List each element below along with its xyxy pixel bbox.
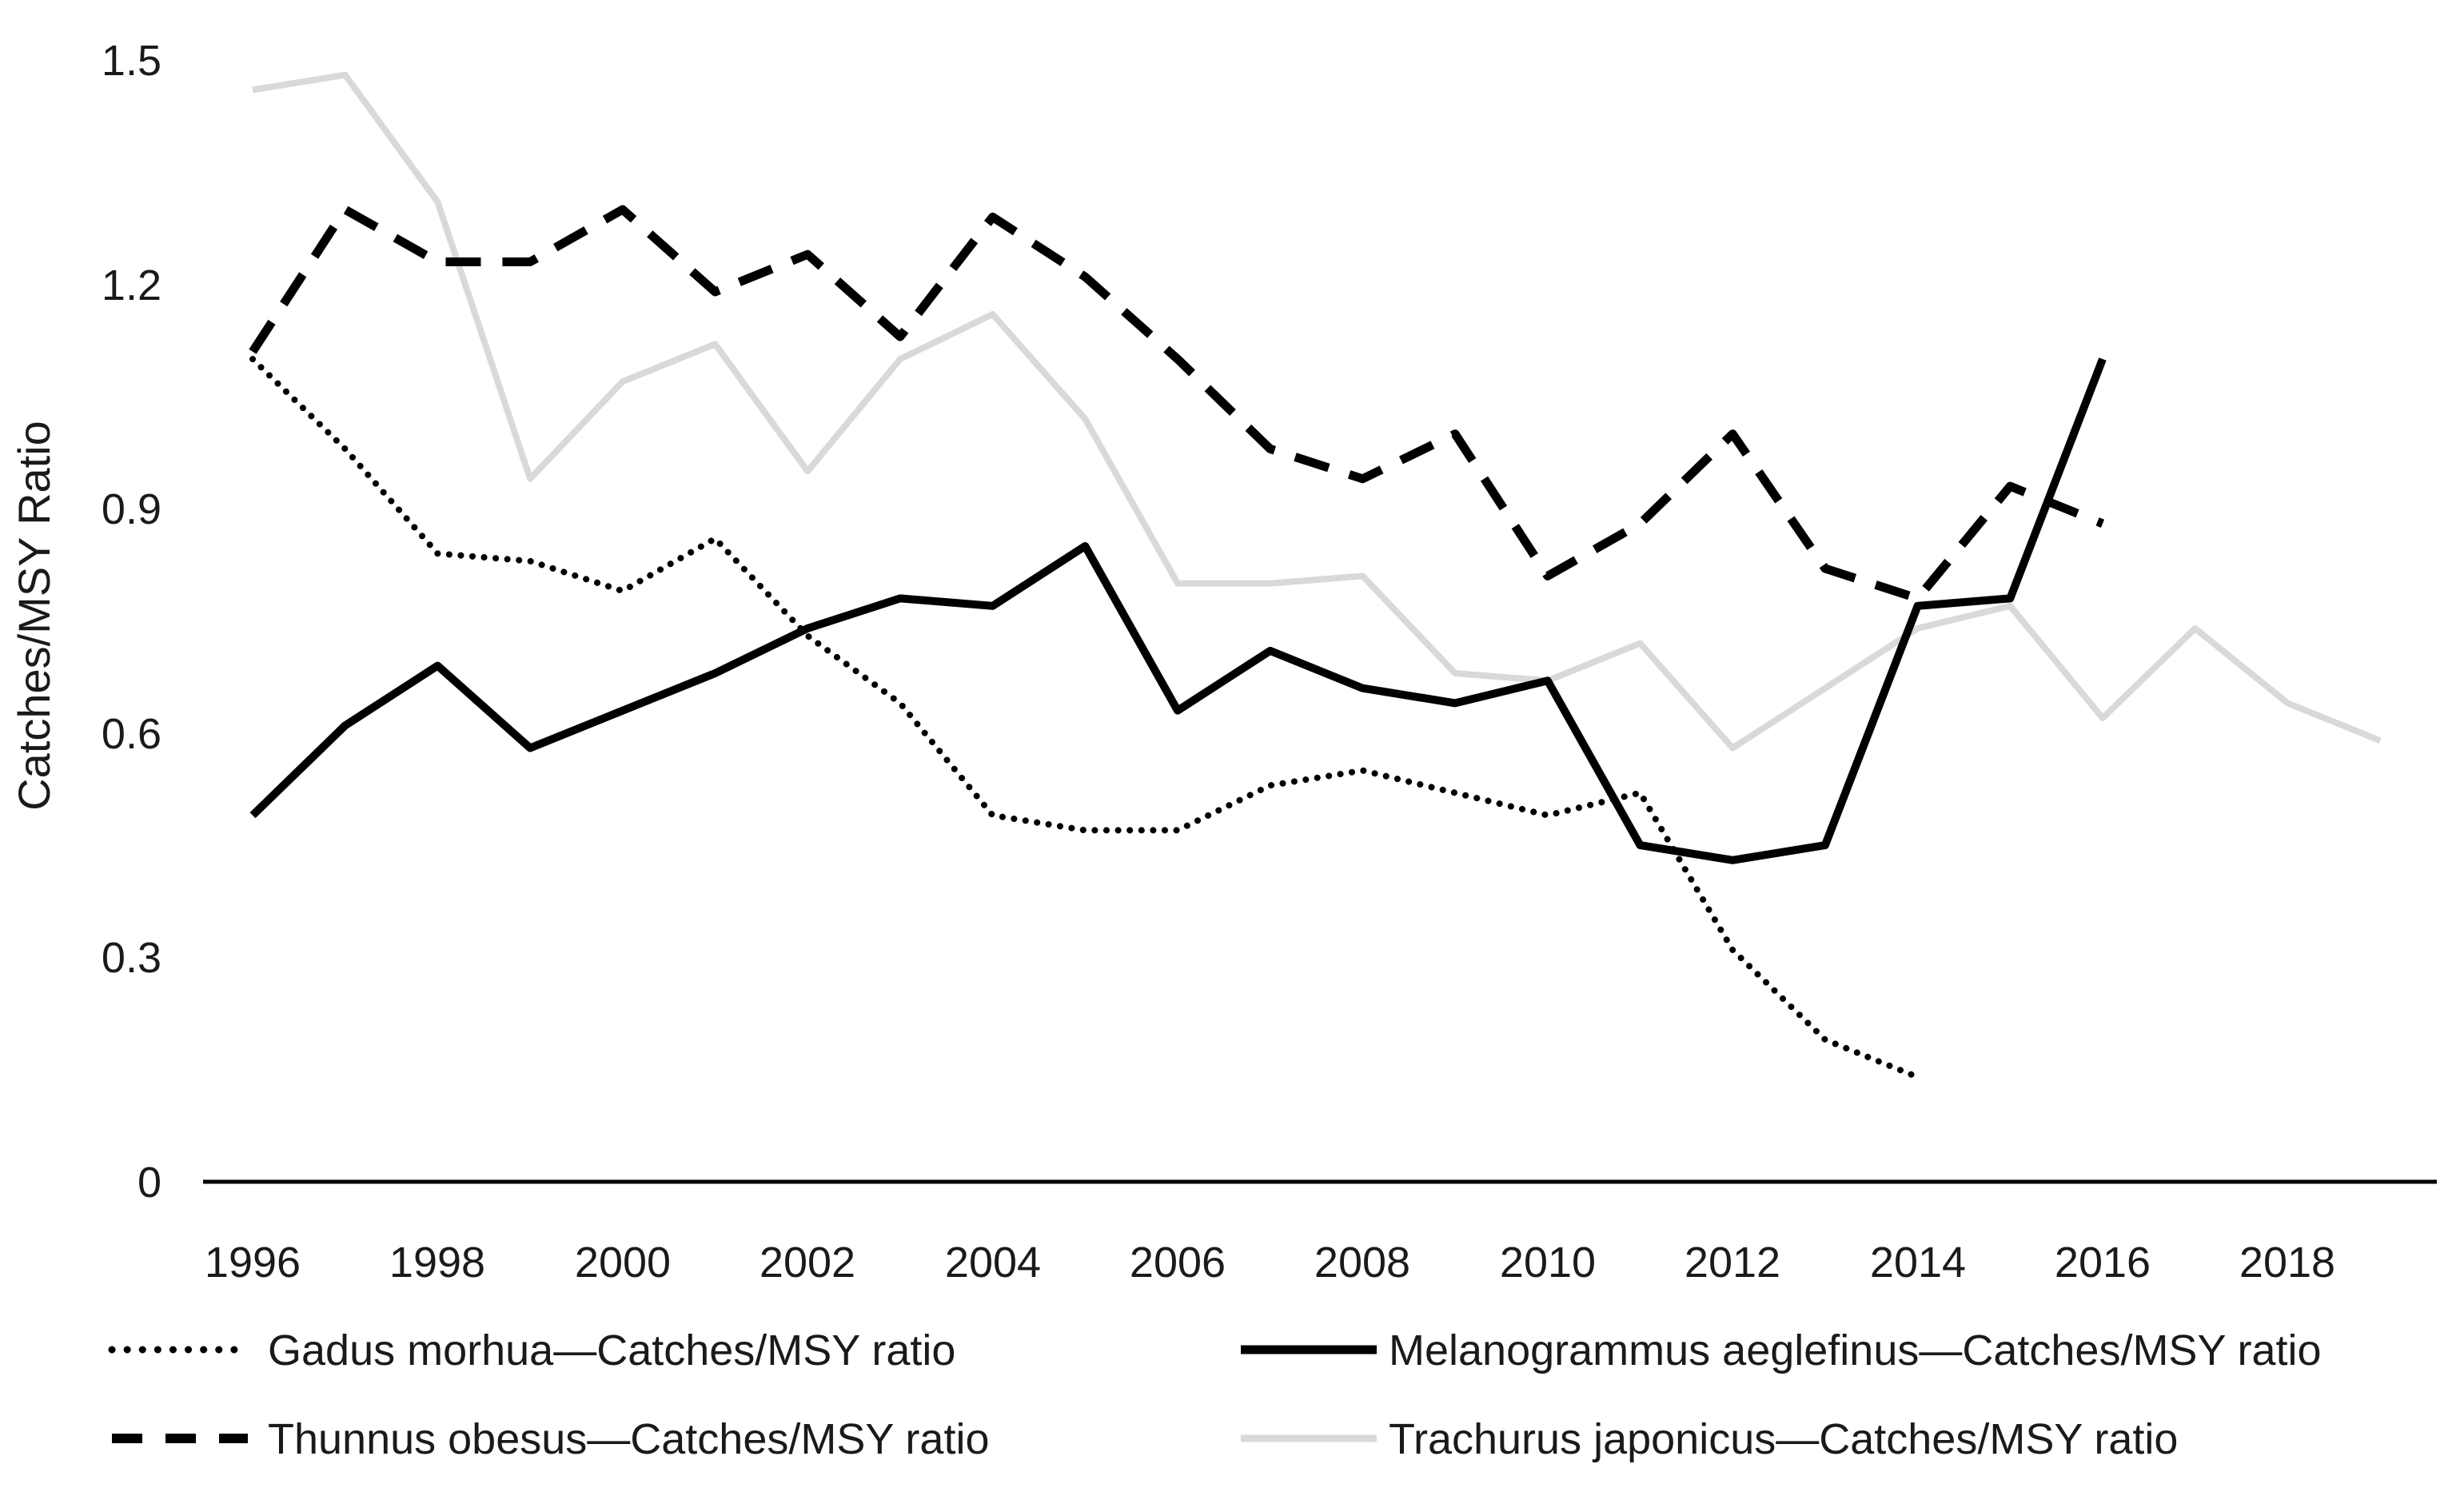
x-tick-label: 2006 [1130,1239,1226,1287]
x-tick-label: 2010 [1500,1239,1596,1287]
legend-label: Melanogrammus aeglefinus—Catches/MSY rat… [1389,1326,2322,1374]
x-tick-label: 1996 [205,1239,301,1287]
y-tick-label: 1.5 [102,37,161,85]
y-tick-label: 0.3 [102,934,161,982]
legend-item-melanogrammus-aeglefinus: Melanogrammus aeglefinus—Catches/MSY rat… [1241,1326,2322,1374]
x-tick-label: 2014 [1870,1239,1966,1287]
x-tick-label: 2016 [2055,1239,2151,1287]
legend-item-trachurus-japonicus: Trachurus japonicus—Catches/MSY ratio [1241,1415,2178,1463]
y-tick-label: 0.9 [102,485,161,533]
x-tick-label: 2002 [760,1239,855,1287]
x-tick-label: 2008 [1314,1239,1410,1287]
y-tick-label: 1.2 [102,261,161,309]
y-axis-title: Catches/MSY Ratio [9,421,59,811]
legend-item-gadus-morhua: Gadus morhua—Catches/MSY ratio [108,1326,955,1374]
plot-series [249,71,2382,1081]
x-tick-label: 2018 [2239,1239,2335,1287]
legend-label: Thunnus obesus—Catches/MSY ratio [268,1415,989,1463]
series-trachurus-japonicus [252,71,2382,752]
legend-label: Trachurus japonicus—Catches/MSY ratio [1389,1415,2178,1463]
x-tick-label: 2012 [1685,1239,1780,1287]
y-tick-label: 0 [138,1159,161,1207]
x-tick-labels: 1996 1998 2000 2002 2004 2006 2008 2010 … [205,1239,2335,1287]
series-melanogrammus-aeglefinus [249,357,2107,864]
y-tick-label: 0.6 [102,710,161,758]
series-thunnus-obesus [249,205,2105,603]
legend: Gadus morhua—Catches/MSY ratio Melanogra… [108,1326,2322,1463]
x-tick-label: 1998 [389,1239,485,1287]
y-tick-labels: 0 0.3 0.6 0.9 1.2 1.5 [102,37,161,1207]
legend-item-thunnus-obesus: Thunnus obesus—Catches/MSY ratio [112,1415,989,1463]
series-gadus-morhua [249,356,1921,1081]
x-tick-label: 2004 [945,1239,1041,1287]
legend-label: Gadus morhua—Catches/MSY ratio [268,1326,955,1374]
x-tick-label: 2000 [575,1239,671,1287]
